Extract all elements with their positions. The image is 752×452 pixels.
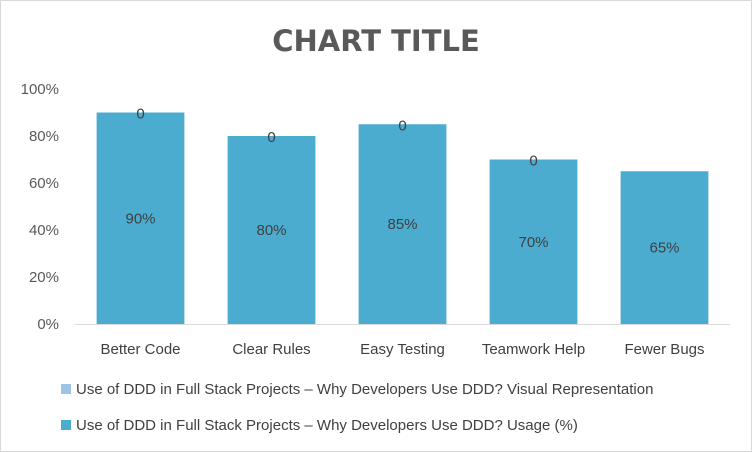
data-labels: 90% 0 80% 0 85% 0 70% 0 65% [125,106,679,257]
chart-title: CHART TITLE [272,24,480,58]
y-tick-label: 20% [29,269,59,286]
bar-value-label: 85% [387,216,417,233]
zero-series-label: 0 [529,153,537,170]
category-label: Fewer Bugs [624,341,704,358]
legend-label: Use of DDD in Full Stack Projects – Why … [76,381,653,398]
bars [96,112,709,324]
bar-teamwork-help [489,159,578,324]
bar-clear-rules [227,136,316,324]
category-label: Easy Testing [360,341,445,358]
y-tick-label: 100% [21,81,59,98]
category-label: Better Code [100,341,180,358]
zero-series-label: 0 [398,117,406,134]
y-tick-label: 60% [29,175,59,192]
y-tick-label: 80% [29,128,59,145]
legend-label: Use of DDD in Full Stack Projects – Why … [76,417,578,434]
y-axis-ticks: 0% 20% 40% 60% 80% 100% [21,81,59,333]
bar-value-label: 65% [649,240,679,257]
zero-series-label: 0 [267,129,275,146]
y-tick-label: 40% [29,222,59,239]
bar-better-code [96,112,185,324]
bar-value-label: 90% [125,210,155,227]
category-label: Teamwork Help [482,341,585,358]
bar-fewer-bugs [620,171,709,324]
zero-series-label: 0 [136,106,144,123]
bar-value-label: 70% [518,234,548,251]
x-axis-categories: Better Code Clear Rules Easy Testing Teamwo… [100,341,704,358]
legend-swatch [61,420,71,430]
category-label: Clear Rules [232,341,310,358]
legend: Use of DDD in Full Stack Projects – Why … [61,381,653,434]
bar-value-label: 80% [256,222,286,239]
y-tick-label: 0% [37,316,59,333]
bar-easy-testing [358,124,447,324]
legend-swatch [61,384,71,394]
